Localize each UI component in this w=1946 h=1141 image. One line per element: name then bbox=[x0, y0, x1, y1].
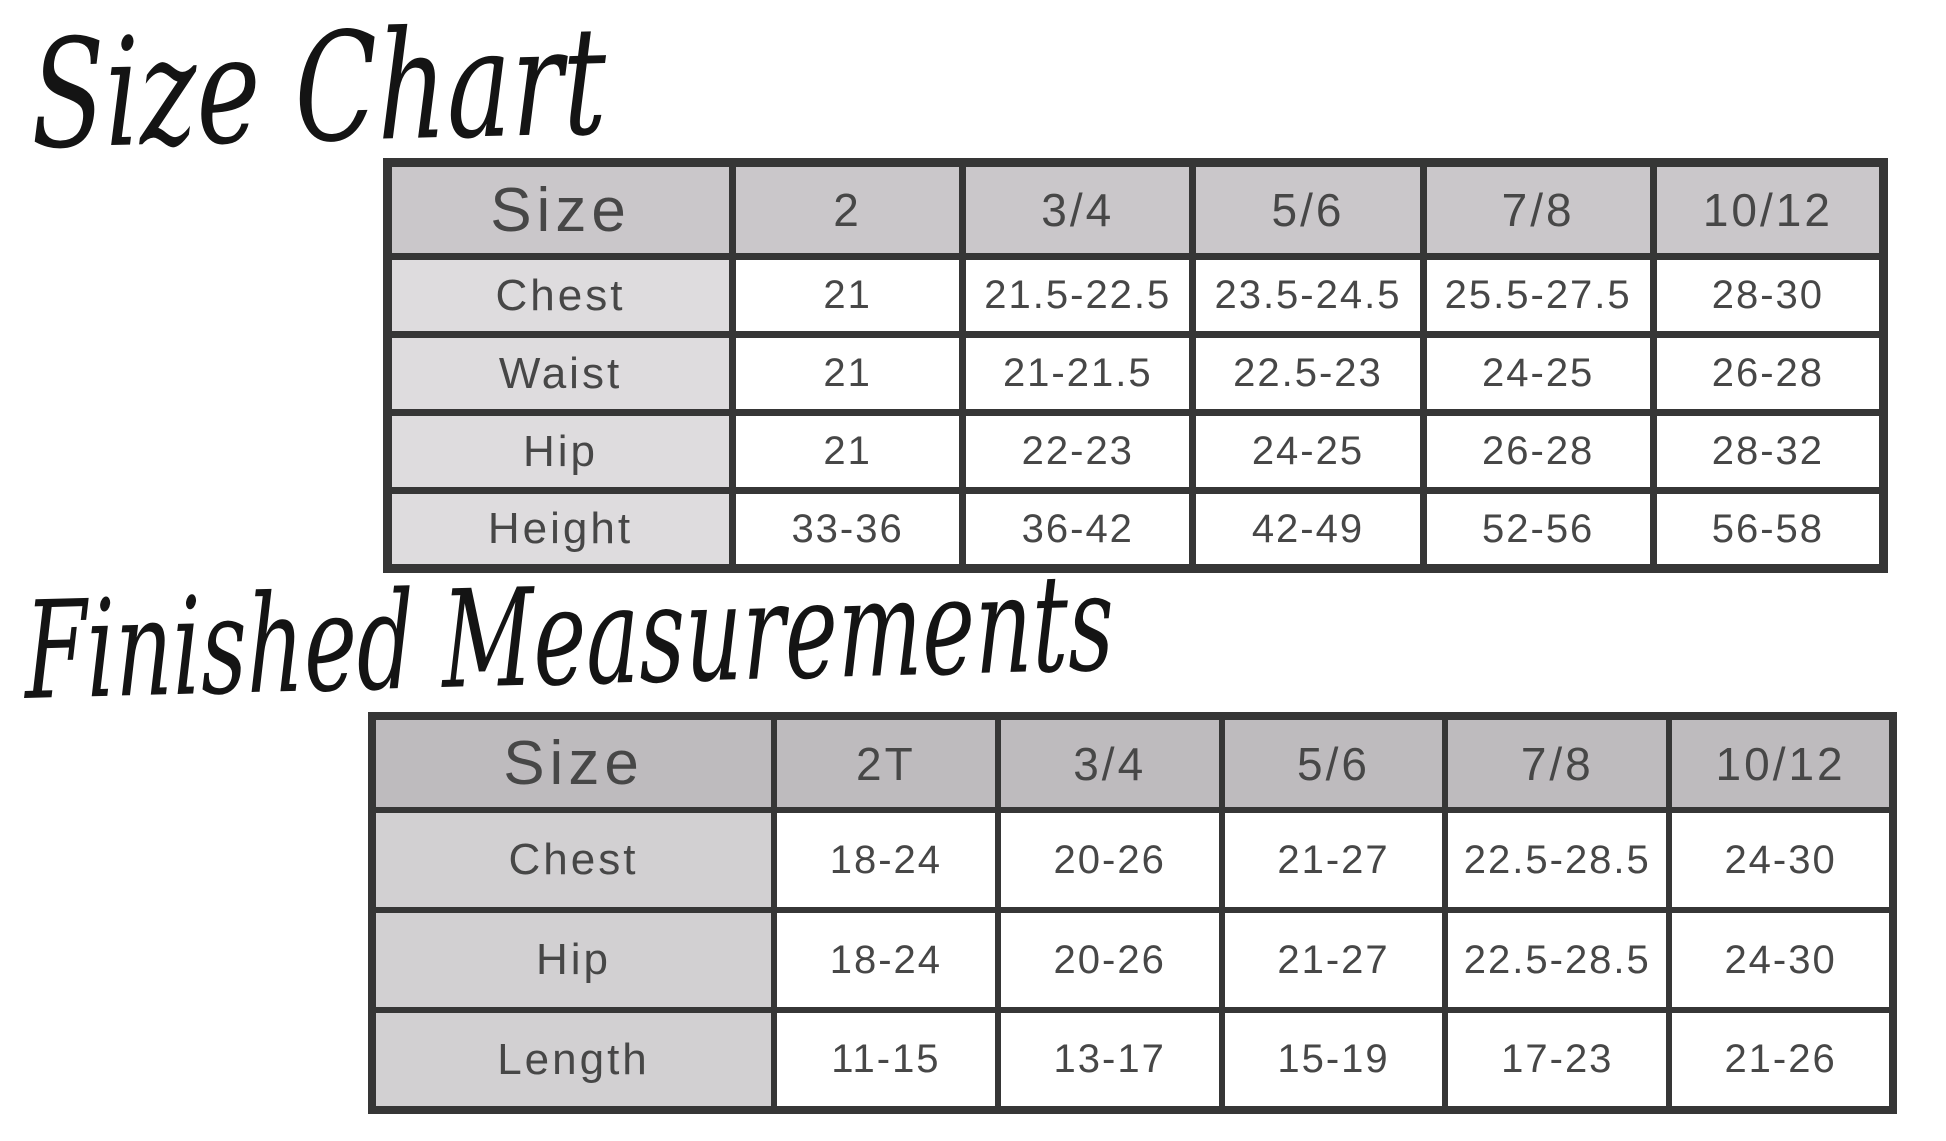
measurement-row: Chest 21 21.5-22.5 23.5-24.5 25.5-27.5 28-30 bbox=[384, 253, 1888, 338]
size-chart-table: Size 2 3/4 5/6 7/8 10/12 Chest 21 21.5-22.5 23.5-… bbox=[383, 158, 1888, 573]
measurement-value-cell: 24-25 bbox=[1419, 331, 1657, 416]
measurement-value-cell: 52-56 bbox=[1419, 487, 1657, 572]
row-label-cell: Hip bbox=[369, 907, 777, 1013]
size-column-header: 5/6 bbox=[1189, 159, 1427, 260]
measurement-value-cell: 28-30 bbox=[1649, 253, 1888, 338]
measurement-value-cell: 20-26 bbox=[994, 807, 1225, 913]
measurement-row: Hip 18-24 20-26 21-27 22.5-28.5 24-30 bbox=[369, 907, 1896, 1013]
measurement-row: Length 11-15 13-17 15-19 17-23 21-26 bbox=[369, 1007, 1896, 1113]
measurement-value-cell: 13-17 bbox=[994, 1007, 1225, 1113]
measurement-value-cell: 21 bbox=[728, 409, 967, 494]
size-column-header: 7/8 bbox=[1419, 159, 1657, 260]
measurement-value-cell: 56-58 bbox=[1649, 487, 1888, 572]
corner-header-cell: Size bbox=[369, 713, 777, 813]
size-column-header: 2T bbox=[771, 713, 1001, 813]
measurement-value-cell: 11-15 bbox=[771, 1007, 1001, 1113]
measurement-value-cell: 25.5-27.5 bbox=[1419, 253, 1657, 338]
measurement-value-cell: 33-36 bbox=[728, 487, 967, 572]
measurement-value-cell: 42-49 bbox=[1189, 487, 1427, 572]
size-column-header: 10/12 bbox=[1649, 159, 1888, 260]
measurement-row: Hip 21 22-23 24-25 26-28 28-32 bbox=[384, 409, 1888, 494]
measurement-value-cell: 21-21.5 bbox=[959, 331, 1197, 416]
measurement-value-cell: 21.5-22.5 bbox=[959, 253, 1197, 338]
measurement-row: Chest 18-24 20-26 21-27 22.5-28.5 24-30 bbox=[369, 807, 1896, 913]
measurement-value-cell: 20-26 bbox=[994, 907, 1225, 1013]
row-label-cell: Chest bbox=[384, 253, 736, 338]
measurement-row: Height 33-36 36-42 42-49 52-56 56-58 bbox=[384, 487, 1888, 572]
measurement-value-cell: 18-24 bbox=[771, 907, 1001, 1013]
header-row: Size 2T 3/4 5/6 7/8 10/12 bbox=[369, 713, 1896, 813]
measurement-value-cell: 17-23 bbox=[1442, 1007, 1673, 1113]
size-column-header: 7/8 bbox=[1442, 713, 1673, 813]
corner-header-cell: Size bbox=[384, 159, 736, 260]
row-label-cell: Height bbox=[384, 487, 736, 572]
row-label-cell: Chest bbox=[369, 807, 777, 913]
measurement-value-cell: 18-24 bbox=[771, 807, 1001, 913]
measurement-value-cell: 36-42 bbox=[959, 487, 1197, 572]
measurement-value-cell: 26-28 bbox=[1649, 331, 1888, 416]
measurement-value-cell: 24-25 bbox=[1189, 409, 1427, 494]
row-label-cell: Length bbox=[369, 1007, 777, 1113]
size-chart-heading: Size Chart bbox=[29, 0, 608, 183]
measurement-value-cell: 22.5-28.5 bbox=[1442, 807, 1673, 913]
measurement-value-cell: 21-27 bbox=[1218, 907, 1449, 1013]
measurement-value-cell: 26-28 bbox=[1419, 409, 1657, 494]
finished-measurements-table: Size 2T 3/4 5/6 7/8 10/12 Chest 18-24 20-26 21-27… bbox=[368, 712, 1897, 1114]
finished-measurements-heading: Finished Measurements bbox=[23, 544, 1115, 730]
size-column-header: 5/6 bbox=[1218, 713, 1449, 813]
measurement-value-cell: 28-32 bbox=[1649, 409, 1888, 494]
header-row: Size 2 3/4 5/6 7/8 10/12 bbox=[384, 159, 1888, 260]
size-column-header: 3/4 bbox=[994, 713, 1225, 813]
size-column-header: 3/4 bbox=[959, 159, 1197, 260]
row-label-cell: Hip bbox=[384, 409, 736, 494]
measurement-value-cell: 23.5-24.5 bbox=[1189, 253, 1427, 338]
measurement-value-cell: 24-30 bbox=[1666, 907, 1896, 1013]
measurement-value-cell: 22.5-23 bbox=[1189, 331, 1427, 416]
row-label-cell: Waist bbox=[384, 331, 736, 416]
measurement-value-cell: 22-23 bbox=[959, 409, 1197, 494]
measurement-value-cell: 21 bbox=[728, 253, 967, 338]
measurement-row: Waist 21 21-21.5 22.5-23 24-25 26-28 bbox=[384, 331, 1888, 416]
measurement-value-cell: 21 bbox=[728, 331, 967, 416]
measurement-value-cell: 21-27 bbox=[1218, 807, 1449, 913]
measurement-value-cell: 15-19 bbox=[1218, 1007, 1449, 1113]
measurement-value-cell: 21-26 bbox=[1666, 1007, 1896, 1113]
measurement-value-cell: 22.5-28.5 bbox=[1442, 907, 1673, 1013]
measurement-value-cell: 24-30 bbox=[1666, 807, 1896, 913]
size-column-header: 10/12 bbox=[1666, 713, 1896, 813]
size-column-header: 2 bbox=[728, 159, 967, 260]
